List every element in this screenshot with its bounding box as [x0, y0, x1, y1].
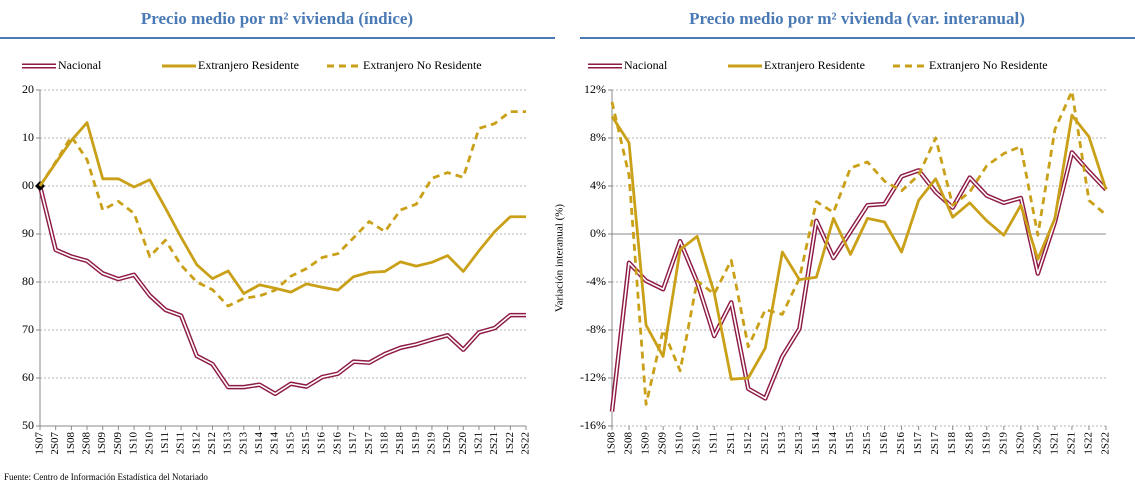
y-tick-label: 60: [22, 370, 34, 384]
y-tick-label: 50: [22, 418, 34, 432]
y-tick-label: 90: [22, 226, 34, 240]
series-line: [609, 150, 1108, 412]
x-tick-label: 2S10: [691, 432, 703, 455]
x-tick-label: 2S18: [963, 432, 975, 455]
x-tick-label: 1S19: [980, 432, 992, 455]
legend-label: Extranjero Residente: [764, 58, 865, 72]
x-tick-label: 1S11: [708, 432, 720, 454]
x-tick-label: 2S18: [394, 432, 406, 455]
y-tick-label: 8%: [590, 130, 606, 144]
x-tick-label: 1S09: [96, 432, 108, 455]
x-tick-label: 2S15: [861, 432, 873, 455]
series-line: [38, 121, 526, 295]
y-tick-label: 12%: [584, 82, 606, 96]
x-tick-label: 1S09: [640, 432, 652, 455]
x-tick-label: 2S08: [623, 432, 635, 455]
y-tick-label: -12%: [580, 370, 606, 384]
x-tick-label: 1S11: [159, 432, 171, 454]
x-tick-label: 1S13: [222, 432, 234, 455]
y-tick-label: 70: [22, 322, 34, 336]
x-tick-label: 1S10: [674, 432, 686, 455]
x-tick-label: 2S12: [759, 432, 771, 455]
y-tick-label: 00: [22, 178, 34, 192]
legend-label: Extranjero Residente: [198, 58, 299, 72]
x-tick-label: 1S15: [844, 432, 856, 455]
legend-label: Extranjero No Residente: [929, 58, 1048, 72]
y-tick-label: 0%: [590, 226, 606, 240]
legend-label: Extranjero No Residente: [363, 58, 482, 72]
x-tick-label: 2S19: [425, 432, 437, 455]
y-tick-label: 80: [22, 274, 34, 288]
x-tick-label: 2S13: [793, 432, 805, 455]
x-tick-label: 1S18: [946, 432, 958, 455]
x-tick-label: 2S13: [237, 432, 249, 455]
x-tick-label: 2S11: [725, 432, 737, 454]
y-tick-label: -4%: [586, 274, 606, 288]
x-tick-label: 1S10: [128, 432, 140, 455]
x-tick-label: 2S21: [1065, 432, 1077, 455]
x-tick-label: 2S20: [1031, 432, 1043, 455]
x-tick-label: 2S16: [331, 432, 343, 455]
y-axis-label: Variación interanual (%): [554, 204, 566, 312]
x-tick-label: 2S14: [269, 432, 281, 455]
x-tick-label: 1S13: [776, 432, 788, 455]
x-tick-label: 2S10: [143, 432, 155, 455]
x-tick-label: 1S17: [912, 432, 924, 455]
x-tick-label: 1S14: [810, 432, 822, 455]
x-tick-label: 2S21: [488, 432, 500, 455]
y-tick-label: 4%: [590, 178, 606, 192]
x-tick-label: 1S16: [878, 432, 890, 455]
x-tick-label: 1S16: [316, 432, 328, 455]
x-tick-label: 1S07: [34, 432, 46, 455]
x-tick-label: 1S18: [378, 432, 390, 455]
series-line-inner: [39, 185, 526, 395]
x-tick-label: 2S19: [997, 432, 1009, 455]
series-line-inner: [611, 151, 1107, 412]
x-tick-label: 1S14: [253, 432, 265, 455]
x-tick-label: 1S08: [65, 432, 77, 455]
x-tick-label: 2S09: [112, 432, 124, 455]
x-tick-label: 1S22: [1082, 432, 1094, 455]
x-tick-label: 2S22: [520, 432, 532, 455]
x-tick-label: 2S07: [49, 432, 61, 455]
y-tick-label: -8%: [586, 322, 606, 336]
x-tick-label: 2S22: [1100, 432, 1112, 455]
legend-label: Nacional: [58, 58, 102, 72]
x-tick-label: 1S12: [742, 432, 754, 455]
y-tick-label: -16%: [580, 418, 606, 432]
x-tick-label: 2S20: [457, 432, 469, 455]
x-tick-label: 2S17: [363, 432, 375, 455]
x-tick-label: 2S15: [300, 432, 312, 455]
x-tick-label: 2S09: [657, 432, 669, 455]
series-line: [610, 89, 1107, 406]
y-tick-label: 10: [22, 130, 34, 144]
x-tick-label: 2S16: [895, 432, 907, 455]
x-tick-label: 1S08: [606, 432, 618, 455]
x-tick-label: 2S12: [206, 432, 218, 455]
x-tick-label: 1S20: [441, 432, 453, 455]
x-tick-label: 1S20: [1014, 432, 1026, 455]
x-tick-label: 1S22: [504, 432, 516, 455]
series-line: [38, 110, 526, 308]
legend-label: Nacional: [624, 58, 668, 72]
x-tick-label: 1S21: [472, 432, 484, 455]
x-tick-label: 1S19: [410, 432, 422, 455]
x-tick-label: 2S08: [81, 432, 93, 455]
chart-title: Precio medio por m² vivienda (índice): [141, 9, 413, 28]
x-tick-label: 1S15: [284, 432, 296, 455]
x-tick-label: 1S12: [190, 432, 202, 455]
y-tick-label: 20: [22, 82, 34, 96]
chart-title: Precio medio por m² vivienda (var. inter…: [689, 9, 1025, 28]
x-tick-label: 1S17: [347, 432, 359, 455]
x-tick-label: 1S21: [1048, 432, 1060, 455]
x-tick-label: 2S14: [827, 432, 839, 455]
series-line: [610, 113, 1108, 381]
x-tick-label: 2S11: [175, 432, 187, 454]
x-tick-label: 2S17: [929, 432, 941, 455]
source: Fuente: Centro de Información Estadístic…: [4, 472, 208, 482]
